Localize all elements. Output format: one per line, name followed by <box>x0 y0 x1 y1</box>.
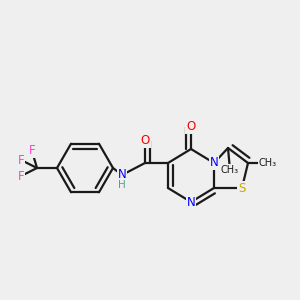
Text: O: O <box>186 121 196 134</box>
Text: CH₃: CH₃ <box>259 158 277 168</box>
Text: F: F <box>18 154 24 166</box>
Text: F: F <box>29 145 35 158</box>
Text: S: S <box>238 182 246 194</box>
Text: N: N <box>210 157 218 169</box>
Text: F: F <box>18 169 24 182</box>
Text: O: O <box>140 134 150 148</box>
Text: N: N <box>187 196 195 208</box>
Text: N: N <box>118 169 126 182</box>
Text: H: H <box>118 180 126 190</box>
Text: CH₃: CH₃ <box>221 165 239 175</box>
